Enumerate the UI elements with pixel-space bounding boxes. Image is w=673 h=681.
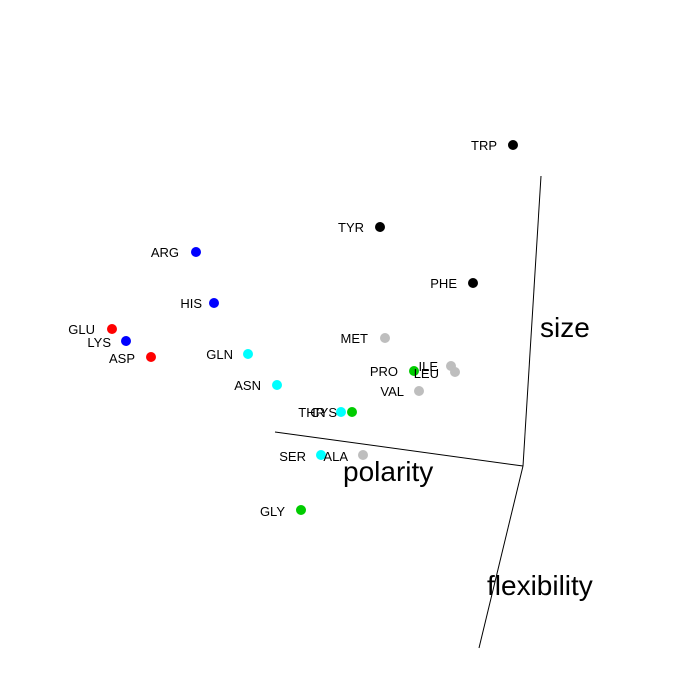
point-gln xyxy=(243,349,253,359)
point-label-arg: ARG xyxy=(151,245,179,260)
point-label-thr: THR xyxy=(298,405,325,420)
point-label-ile: ILE xyxy=(418,359,438,374)
point-label-cys: CYS xyxy=(310,405,337,420)
point-ala xyxy=(358,450,368,460)
point-label-asn: ASN xyxy=(234,378,261,393)
point-val xyxy=(414,386,424,396)
polarity-axis-label: polarity xyxy=(343,456,433,487)
point-label-met: MET xyxy=(341,331,369,346)
flexibility-axis-line xyxy=(478,465,524,649)
point-cys xyxy=(347,407,357,417)
point-label-tyr: TYR xyxy=(338,220,364,235)
point-label-leu: LEU xyxy=(414,366,439,381)
point-met xyxy=(380,333,390,343)
point-label-his: HIS xyxy=(180,296,202,311)
point-label-pro: PRO xyxy=(370,364,398,379)
point-his xyxy=(209,298,219,308)
point-ser xyxy=(316,450,326,460)
point-pro xyxy=(409,366,419,376)
point-tyr xyxy=(375,222,385,232)
point-label-asp: ASP xyxy=(109,351,135,366)
size-axis-line xyxy=(522,175,542,467)
axes-group: polarity size flexibility xyxy=(274,175,593,649)
point-leu xyxy=(450,367,460,377)
point-label-val: VAL xyxy=(380,384,404,399)
point-label-gln: GLN xyxy=(206,347,233,362)
point-phe xyxy=(468,278,478,288)
point-label-ala: ALA xyxy=(323,449,348,464)
size-axis-label: size xyxy=(540,312,590,343)
point-trp xyxy=(508,140,518,150)
point-asp xyxy=(146,352,156,362)
point-lys xyxy=(121,336,131,346)
point-label-trp: TRP xyxy=(471,138,497,153)
point-label-glu: GLU xyxy=(68,322,95,337)
point-arg xyxy=(191,247,201,257)
polarity-axis-line xyxy=(274,431,524,467)
flexibility-axis-label: flexibility xyxy=(487,570,593,601)
point-glu xyxy=(107,324,117,334)
point-gly xyxy=(296,505,306,515)
point-label-ser: SER xyxy=(279,449,306,464)
point-thr xyxy=(336,407,346,417)
point-label-phe: PHE xyxy=(430,276,457,291)
point-label-lys: LYS xyxy=(87,335,111,350)
point-asn xyxy=(272,380,282,390)
point-label-gly: GLY xyxy=(260,504,285,519)
